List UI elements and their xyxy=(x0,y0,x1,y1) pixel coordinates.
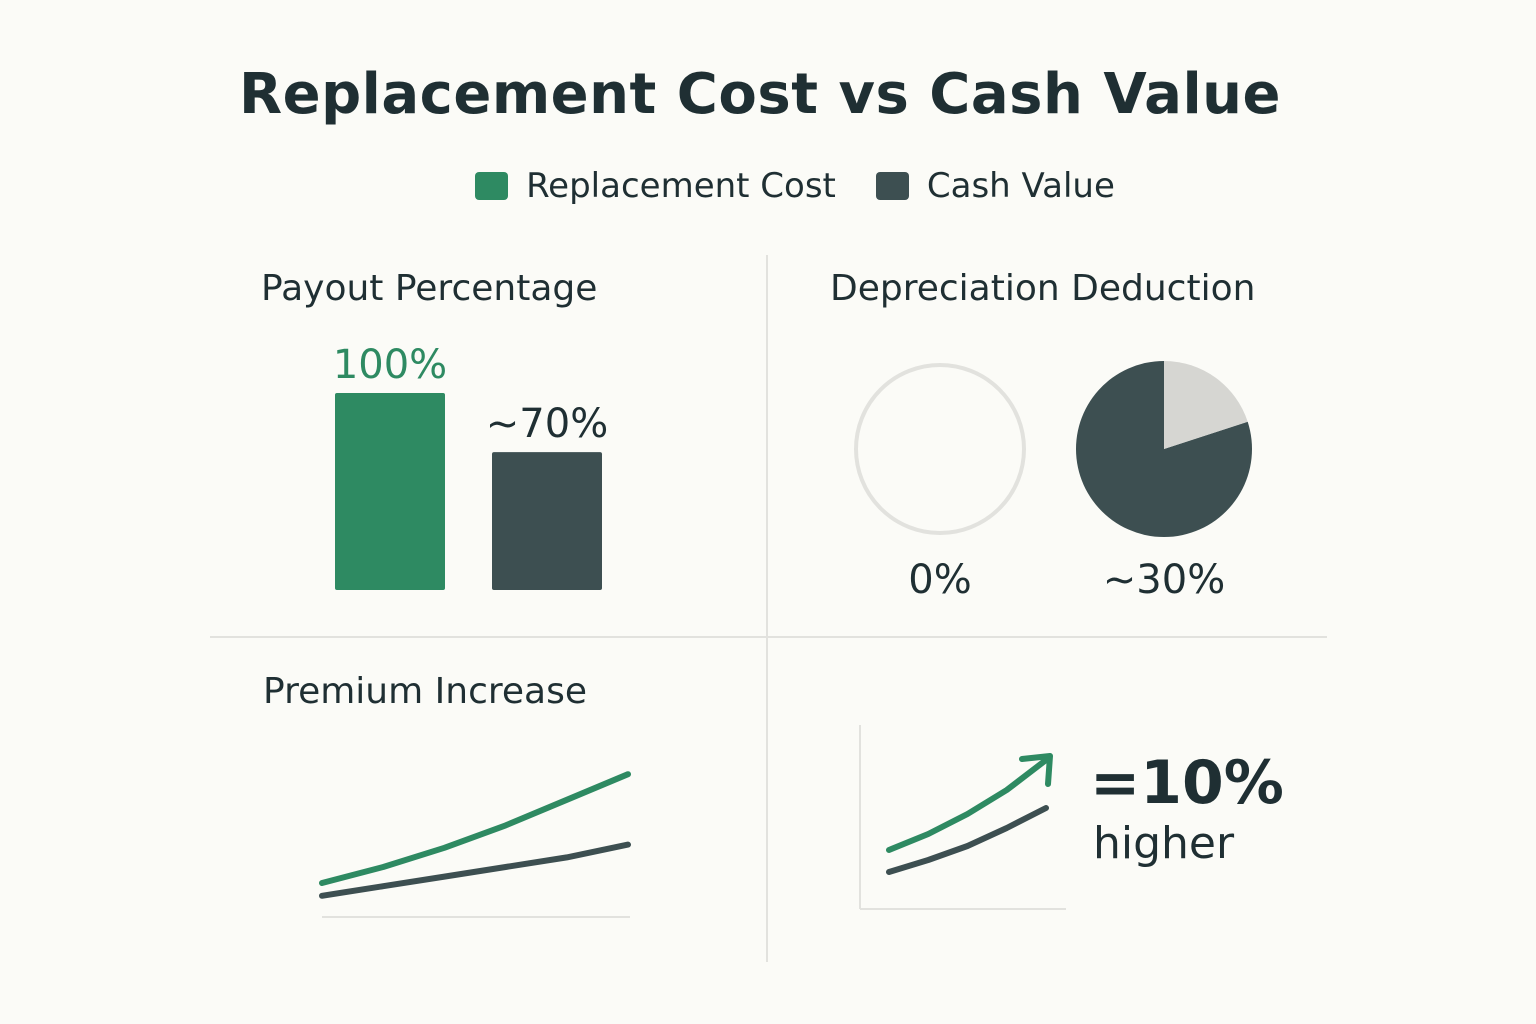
premium-panel-title: Premium Increase xyxy=(263,671,587,712)
legend-item-cash: Cash Value xyxy=(875,166,1115,206)
trend-line-replacement xyxy=(886,757,1049,853)
legend-label-cash: Cash Value xyxy=(926,166,1115,206)
chart-title: Replacement Cost vs Cash Value xyxy=(238,62,1281,127)
bar-cash xyxy=(492,452,602,590)
trend-arrow-head xyxy=(1019,753,1053,787)
premium-line-cash xyxy=(319,841,631,899)
legend: Replacement Cost Cash Value xyxy=(0,166,1536,206)
depreciation-panel-title: Depreciation Deduction xyxy=(830,268,1256,309)
premium-increase-value: =10% xyxy=(1090,748,1284,818)
premium-line-replacement xyxy=(319,771,631,886)
premium-increase-text: higher xyxy=(1093,818,1235,869)
legend-item-replacement: Replacement Cost xyxy=(475,166,836,206)
bar-label-cash: ~70% xyxy=(486,401,608,447)
pie-cash-depreciation-slice xyxy=(1164,361,1248,449)
pie-cash-remaining-slice xyxy=(1075,361,1252,538)
pie-replacement-empty xyxy=(854,363,1026,535)
pie-label-cash: ~30% xyxy=(1103,557,1225,603)
legend-swatch-cash xyxy=(875,172,909,200)
bar-label-replacement: 100% xyxy=(333,342,447,388)
pie-label-replacement: 0% xyxy=(908,557,971,603)
legend-swatch-replacement xyxy=(475,172,509,200)
legend-label-replacement: Replacement Cost xyxy=(526,166,836,206)
payout-panel-title: Payout Percentage xyxy=(261,268,598,309)
trend-line-cash xyxy=(886,805,1049,875)
bar-replacement xyxy=(335,393,445,590)
